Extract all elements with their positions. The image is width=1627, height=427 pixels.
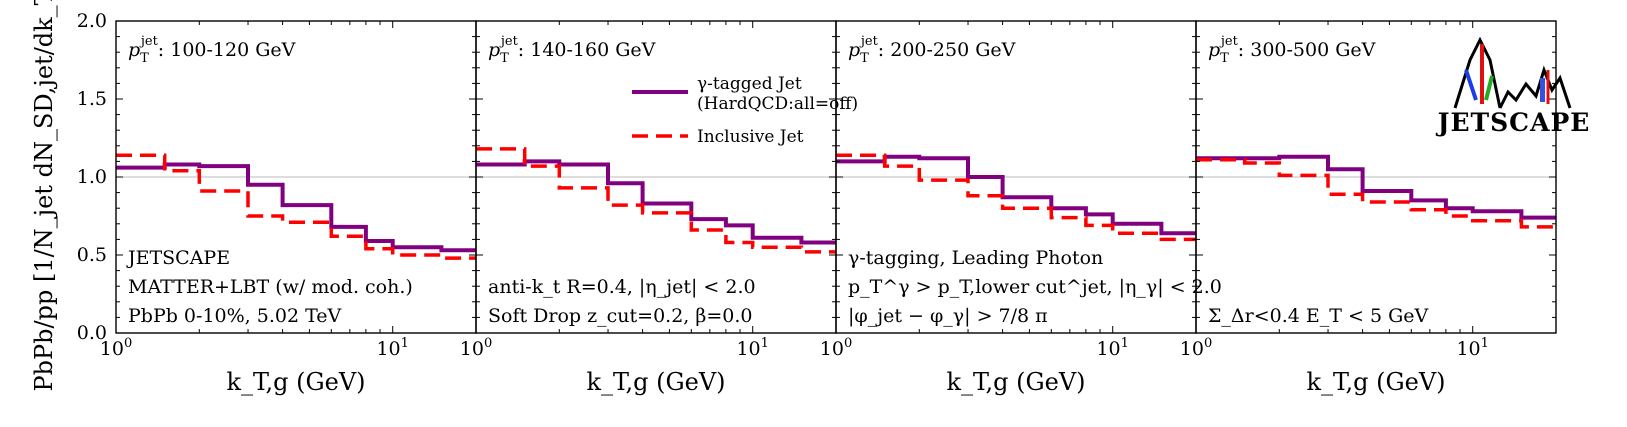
logo-blue-stroke	[1464, 69, 1478, 101]
y-tick-label: 0.0	[77, 322, 107, 344]
panel-4: 100 101 k_T,g (GeV) pTjet: 300-500 GeV Σ_Δr<…	[1180, 20, 1557, 396]
annotation-line: γ-tagging, Leading Photon	[848, 247, 1103, 269]
y-axis-label: PbPb/pp [1/N_jet dN_SD,jet/dk_T,g]	[30, 0, 58, 392]
x-tick-label: 101	[1456, 336, 1488, 360]
x-tick-label: 100	[460, 336, 492, 360]
x-tick-label: 101	[736, 336, 768, 360]
panels: 0.0 0.5 1.0 1.5 2.0 100 101 k_T,g (GeV) pTjet: 1…	[77, 10, 1557, 396]
x-tick-label: 101	[1096, 336, 1128, 360]
series-gamma-tagged-jet	[1196, 154, 1556, 220]
series-inclusive-jet	[116, 153, 476, 260]
logo-blue-bar	[1540, 78, 1545, 102]
series-inclusive-jet	[836, 153, 1196, 242]
annotation-line: PbPb 0-10%, 5.02 TeV	[128, 305, 342, 327]
y-axis-label-text: PbPb/pp [1/N_jet dN_SD,jet/dk_T,g]	[30, 0, 58, 392]
legend-gamma-label: γ-tagged Jet	[697, 74, 802, 94]
annotation-line: Σ_Δr<0.4 E_T < 5 GeV	[1208, 305, 1429, 327]
panel-3: 100 101 k_T,g (GeV) pTjet: 200-250 GeV γ-tag…	[820, 20, 1222, 396]
legend: γ-tagged Jet (HardQCD:all=off) Inclusive…	[632, 74, 858, 147]
legend-inclusive-label: Inclusive Jet	[697, 127, 804, 147]
logo-peak-large	[1453, 36, 1502, 109]
x-axis-label: k_T,g (GeV)	[946, 368, 1085, 396]
annotation-line: p_T^γ > p_T,lower cut^jet, |η_γ| < 2.0	[848, 276, 1222, 298]
annotation-line: Soft Drop z_cut=0.2, β=0.0	[488, 305, 752, 327]
logo-peaks-small	[1498, 65, 1572, 109]
y-tick-label: 2.0	[77, 10, 107, 32]
pt-range-label: pTjet: 100-120 GeV	[128, 34, 296, 66]
series-inclusive-jet	[1196, 158, 1556, 229]
panel-1: 100 101 k_T,g (GeV) pTjet: 100-120 GeV JETSC…	[100, 20, 477, 396]
y-tick-label: 1.0	[77, 166, 107, 188]
series-gamma-tagged-jet	[116, 162, 476, 253]
x-axis-label: k_T,g (GeV)	[1306, 368, 1445, 396]
x-tick-label: 100	[820, 336, 852, 360]
annotation-line: MATTER+LBT (w/ mod. coh.)	[128, 276, 413, 298]
x-tick-label: 101	[376, 336, 408, 360]
y-tick-label: 0.5	[77, 244, 107, 266]
logo-text: JETSCAPE	[1436, 108, 1591, 137]
series-gamma-tagged-jet	[836, 154, 1196, 236]
pt-range-label: pTjet: 200-250 GeV	[848, 34, 1016, 66]
jetscape-logo: JETSCAPE	[1436, 36, 1591, 137]
x-tick-label: 100	[100, 336, 132, 360]
annotation-line: anti-k_t R=0.4, |η_jet| < 2.0	[488, 276, 756, 298]
panel-2: 100 101 k_T,g (GeV) pTjet: 140-160 GeV anti-…	[460, 20, 837, 396]
series-inclusive-jet	[476, 147, 836, 254]
y-tick-label: 1.5	[77, 88, 107, 110]
x-tick-label: 100	[1180, 336, 1212, 360]
annotation-line: |φ_jet − φ_γ| > 7/8 π	[848, 305, 1048, 327]
legend-gamma-sublabel: (HardQCD:all=off)	[697, 94, 858, 114]
pt-range-label: pTjet: 140-160 GeV	[488, 34, 656, 66]
pt-range-label: pTjet: 300-500 GeV	[1208, 34, 1376, 66]
logo-green-stroke	[1484, 75, 1494, 101]
x-axis-label: k_T,g (GeV)	[586, 368, 725, 396]
series-gamma-tagged-jet	[476, 159, 836, 245]
x-axis-label: k_T,g (GeV)	[226, 368, 365, 396]
annotation-line: JETSCAPE	[126, 247, 230, 269]
